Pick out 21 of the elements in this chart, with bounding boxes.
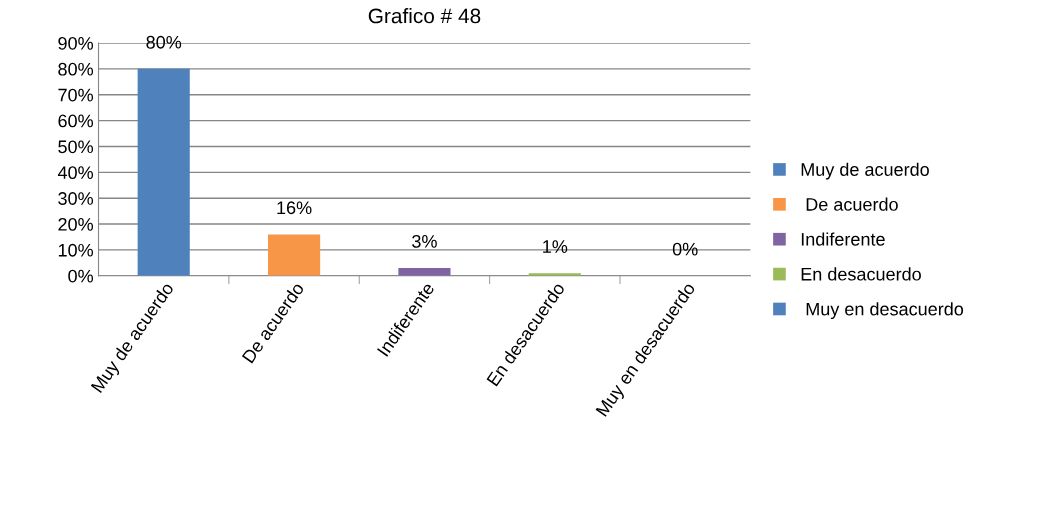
y-tick-label: 90% xyxy=(58,36,94,50)
y-tick-label: 60% xyxy=(58,114,94,128)
legend-label: De acuerdo xyxy=(806,197,898,211)
data-label: 1% xyxy=(543,240,568,253)
y-tick-label: 0% xyxy=(68,269,94,283)
y-tick-label: 40% xyxy=(57,166,94,180)
legend-label: En desacuerdo xyxy=(801,267,921,281)
y-tick-label: 30% xyxy=(58,192,94,205)
legend-label: Indiferente xyxy=(801,232,885,246)
data-label: 80% xyxy=(146,35,182,49)
data-label: 3% xyxy=(412,234,437,248)
data-label: 0% xyxy=(672,242,698,256)
y-tick-label: 20% xyxy=(58,217,94,231)
data-label: 16% xyxy=(277,201,312,215)
chart-title: Grafico # 48 xyxy=(368,8,481,24)
legend-label: Muy en desacuerdo xyxy=(806,302,964,320)
y-tick-label: 70% xyxy=(58,88,94,102)
y-tick-label: 80% xyxy=(58,62,94,76)
y-tick-label: 50% xyxy=(58,140,94,154)
legend-label: Muy de acuerdo xyxy=(801,162,929,180)
y-tick-label: 10% xyxy=(58,243,94,257)
